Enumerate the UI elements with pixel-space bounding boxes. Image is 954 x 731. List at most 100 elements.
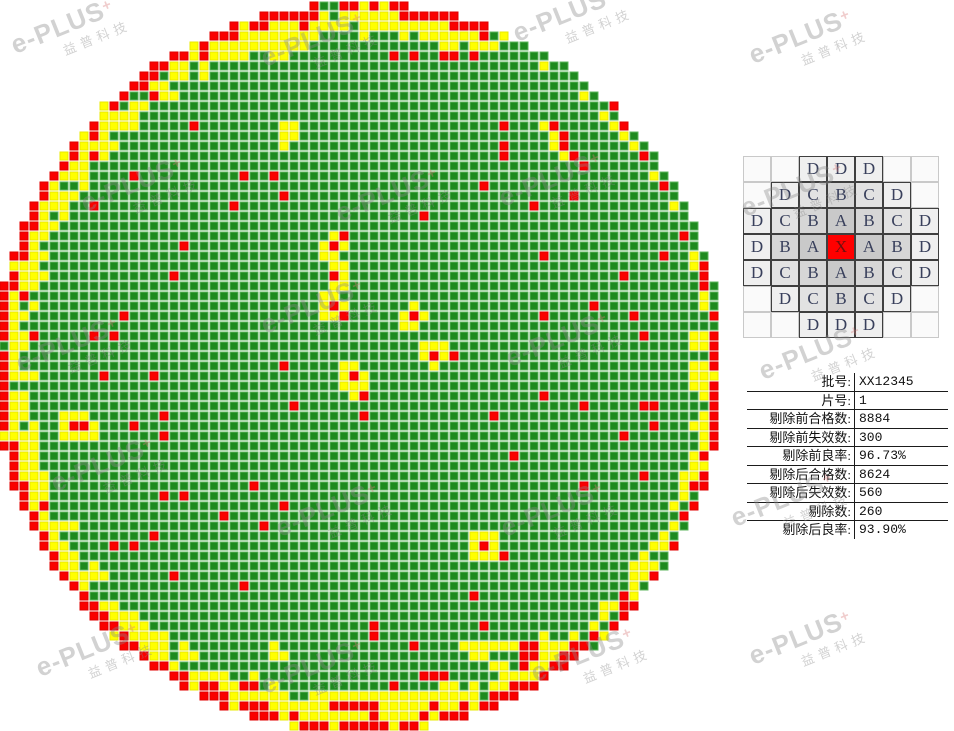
die-cell [439, 301, 449, 311]
die-cell [159, 221, 169, 231]
die-cell [589, 451, 599, 461]
die-cell [539, 481, 549, 491]
die-cell [489, 71, 499, 81]
die-cell [669, 531, 679, 541]
die-cell [559, 391, 569, 401]
die-cell [269, 201, 279, 211]
die-cell [579, 161, 589, 171]
die-cell [199, 641, 209, 651]
die-cell [89, 251, 99, 261]
die-cell [109, 311, 119, 321]
die-cell [89, 311, 99, 321]
die-cell [419, 531, 429, 541]
die-cell [189, 291, 199, 301]
die-cell [239, 611, 249, 621]
die-cell [339, 271, 349, 281]
die-cell [289, 291, 299, 301]
die-cell [49, 321, 59, 331]
die-cell [619, 241, 629, 251]
die-cell [169, 411, 179, 421]
die-cell [389, 81, 399, 91]
die-cell [409, 461, 419, 471]
stats-row: 剔除数: 260 [747, 502, 948, 521]
die-cell [139, 401, 149, 411]
die-cell [659, 451, 669, 461]
die-cell [49, 191, 59, 201]
die-cell [419, 281, 429, 291]
die-cell [329, 661, 339, 671]
stats-value: 560 [854, 484, 948, 502]
die-cell [559, 71, 569, 81]
die-cell [579, 471, 589, 481]
die-cell [529, 451, 539, 461]
die-cell [539, 131, 549, 141]
die-cell [349, 201, 359, 211]
die-cell [539, 51, 549, 61]
die-cell [189, 641, 199, 651]
die-cell [129, 171, 139, 181]
die-cell [579, 81, 589, 91]
die-cell [429, 81, 439, 91]
die-cell [219, 381, 229, 391]
die-cell [409, 661, 419, 671]
die-cell [129, 361, 139, 371]
die-cell [659, 261, 669, 271]
die-cell [579, 611, 589, 621]
die-cell [649, 571, 659, 581]
die-cell [399, 521, 409, 531]
die-cell [199, 531, 209, 541]
die-cell [149, 321, 159, 331]
die-cell [399, 301, 409, 311]
die-cell [439, 261, 449, 271]
die-cell [239, 21, 249, 31]
die-cell [359, 181, 369, 191]
die-cell [519, 441, 529, 451]
die-cell [459, 311, 469, 321]
die-cell [369, 671, 379, 681]
die-cell [489, 591, 499, 601]
die-cell [449, 481, 459, 491]
die-cell [699, 391, 709, 401]
die-cell [559, 501, 569, 511]
die-cell [289, 261, 299, 271]
die-cell [229, 161, 239, 171]
die-cell [239, 181, 249, 191]
die-cell [659, 351, 669, 361]
die-cell [319, 281, 329, 291]
die-cell [59, 341, 69, 351]
die-cell [589, 441, 599, 451]
die-cell [409, 591, 419, 601]
die-cell [129, 271, 139, 281]
die-cell [379, 681, 389, 691]
die-cell [569, 581, 579, 591]
die-cell [359, 521, 369, 531]
die-cell [469, 371, 479, 381]
die-cell [649, 351, 659, 361]
die-cell [49, 501, 59, 511]
die-cell [459, 381, 469, 391]
die-cell [309, 661, 319, 671]
die-cell [699, 401, 709, 411]
die-cell [269, 301, 279, 311]
die-cell [169, 461, 179, 471]
die-cell [319, 641, 329, 651]
die-cell [219, 101, 229, 111]
die-cell [519, 541, 529, 551]
die-cell [599, 281, 609, 291]
die-cell [619, 411, 629, 421]
die-cell [329, 371, 339, 381]
die-cell [299, 481, 309, 491]
die-cell [359, 541, 369, 551]
die-cell [279, 121, 289, 131]
die-cell [499, 331, 509, 341]
die-cell [69, 471, 79, 481]
die-cell [329, 561, 339, 571]
die-cell [149, 251, 159, 261]
die-cell [159, 181, 169, 191]
die-cell [439, 601, 449, 611]
die-cell [619, 171, 629, 181]
die-cell [439, 11, 449, 21]
die-cell [279, 611, 289, 621]
die-cell [469, 481, 479, 491]
die-cell [199, 661, 209, 671]
